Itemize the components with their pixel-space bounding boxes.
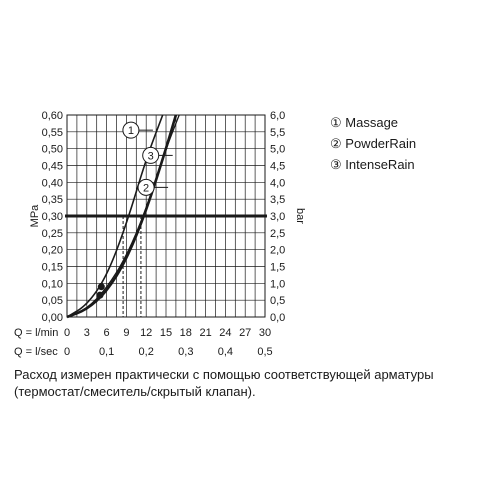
series-line-massage <box>66 114 164 318</box>
y-left-tick-label: 0,45 <box>42 161 63 173</box>
x-lmin-tick-label: 18 <box>180 327 192 339</box>
y-left-tick-label: 0,00 <box>42 312 63 324</box>
x-lmin-tick-label: 3 <box>84 327 90 339</box>
y-right-axis-title: bar <box>294 208 306 224</box>
y-right-tick-label: 5,5 <box>270 127 285 139</box>
y-left-axis-title: MPa <box>29 204 41 228</box>
x-lsec-tick-label: 0,2 <box>139 346 154 358</box>
curve-marker-point <box>96 291 104 299</box>
y-right-tick-label: 1,5 <box>270 262 285 274</box>
y-right-tick-label: 4,5 <box>270 161 285 173</box>
x-lmin-tick-label: 30 <box>259 327 271 339</box>
y-right-tick-label: 5,0 <box>270 144 285 156</box>
y-left-tick-label: 0,15 <box>42 262 63 274</box>
y-right-tick-label: 4,0 <box>270 177 285 189</box>
chart-legend: ① Massage ② PowderRain ③ IntenseRain <box>330 112 416 175</box>
series-line-intenserain <box>66 114 180 318</box>
legend-item-powderrain: ② PowderRain <box>330 133 416 154</box>
flow-pressure-chart: 0,000,050,100,150,200,250,300,350,400,45… <box>14 110 306 358</box>
legend-item-massage: ① Massage <box>330 112 416 133</box>
legend-label-intenserain: IntenseRain <box>345 157 415 172</box>
x-lsec-tick-label: 0,3 <box>178 346 193 358</box>
y-left-tick-label: 0,20 <box>42 245 63 257</box>
x-lmin-tick-label: 12 <box>140 327 152 339</box>
x-axis-lsec-title: Q = l/sec <box>14 346 58 358</box>
y-right-tick-label: 2,0 <box>270 245 285 257</box>
y-left-tick-label: 0,05 <box>42 295 63 307</box>
y-left-tick-label: 0,25 <box>42 228 63 240</box>
legend-label-powderrain: PowderRain <box>345 136 417 151</box>
x-lmin-tick-label: 6 <box>104 327 110 339</box>
y-left-tick-label: 0,10 <box>42 278 63 290</box>
x-lmin-tick-label: 15 <box>160 327 172 339</box>
x-lsec-tick-label: 0 <box>64 346 70 358</box>
callout-number: 3 <box>148 150 154 162</box>
y-right-tick-label: 3,0 <box>270 211 285 223</box>
y-left-tick-label: 0,40 <box>42 177 63 189</box>
y-left-tick-label: 0,55 <box>42 127 63 139</box>
x-lmin-tick-label: 21 <box>199 327 211 339</box>
y-right-tick-label: 6,0 <box>270 110 285 122</box>
x-lmin-tick-label: 9 <box>123 327 129 339</box>
legend-marker-1: ① <box>330 115 342 130</box>
y-right-tick-label: 3,5 <box>270 194 285 206</box>
x-lsec-tick-label: 0,1 <box>99 346 114 358</box>
legend-marker-2: ② <box>330 136 342 151</box>
x-lmin-tick-label: 27 <box>239 327 251 339</box>
x-lmin-tick-label: 24 <box>219 327 231 339</box>
y-left-tick-label: 0,35 <box>42 194 63 206</box>
legend-label-massage: Massage <box>345 115 399 130</box>
y-right-tick-label: 0,0 <box>270 312 285 324</box>
y-right-tick-label: 1,0 <box>270 278 285 290</box>
x-lsec-tick-label: 0,4 <box>218 346 233 358</box>
legend-item-intenserain: ③ IntenseRain <box>330 154 416 175</box>
curve-marker-point <box>97 283 105 291</box>
x-lmin-tick-label: 0 <box>64 327 70 339</box>
legend-marker-3: ③ <box>330 157 342 172</box>
callout-number: 1 <box>128 125 134 137</box>
y-left-tick-label: 0,30 <box>42 211 63 223</box>
x-axis-lmin-title: Q = l/min <box>14 327 58 339</box>
chart-caption: Расход измерен практически с помощью соо… <box>14 367 434 399</box>
y-right-tick-label: 2,5 <box>270 228 285 240</box>
callout-number: 2 <box>143 182 149 194</box>
x-lsec-tick-label: 0,5 <box>257 346 272 358</box>
y-left-tick-label: 0,50 <box>42 144 63 156</box>
y-left-tick-label: 0,60 <box>42 110 63 122</box>
y-right-tick-label: 0,5 <box>270 295 285 307</box>
